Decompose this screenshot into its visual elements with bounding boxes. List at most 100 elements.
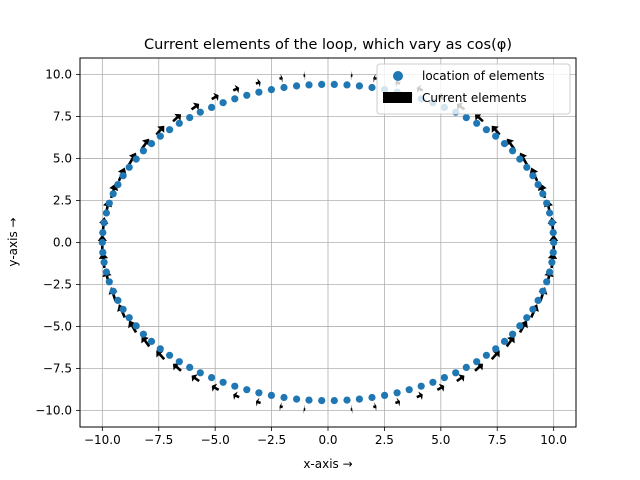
location-point <box>548 258 556 266</box>
current-arrow <box>303 404 306 415</box>
location-point <box>102 209 110 217</box>
y-tick-label: −7.5 <box>43 361 72 375</box>
location-point <box>114 296 122 304</box>
location-point <box>482 351 490 359</box>
location-point <box>500 337 509 345</box>
location-point <box>492 132 500 140</box>
current-arrow <box>232 84 240 94</box>
current-arrow <box>233 391 240 400</box>
location-point <box>243 386 251 394</box>
location-point <box>280 393 288 402</box>
location-point <box>330 397 338 405</box>
current-arrow <box>255 78 261 88</box>
current-arrow <box>279 73 283 83</box>
location-point <box>343 396 351 404</box>
y-tick-label: −10.0 <box>35 403 72 417</box>
location-point <box>393 389 401 397</box>
location-point <box>175 358 183 366</box>
location-point <box>219 378 227 386</box>
y-tick-label: 5.0 <box>53 152 72 166</box>
current-arrow <box>395 397 401 407</box>
current-arrow <box>506 138 516 150</box>
location-point <box>429 378 437 386</box>
location-point <box>534 181 542 189</box>
location-point <box>132 155 140 163</box>
legend-label-location: location of elements <box>422 69 545 83</box>
legend: location of elements Current elements <box>376 63 571 115</box>
location-point <box>114 181 122 189</box>
x-tick-label: 2.5 <box>375 433 394 447</box>
current-arrow <box>456 374 465 383</box>
current-arrow <box>303 70 306 81</box>
x-tick-label: −5.0 <box>201 433 230 447</box>
current-arrow <box>474 363 483 372</box>
location-point <box>381 391 389 399</box>
location-point <box>523 163 531 171</box>
location-point <box>125 314 133 322</box>
location-point <box>196 369 204 377</box>
current-arrow <box>190 102 200 111</box>
current-arrow <box>172 113 181 123</box>
location-point <box>231 95 239 103</box>
location-point <box>267 86 275 94</box>
current-arrow <box>156 350 166 361</box>
current-arrow <box>155 125 165 136</box>
location-point <box>355 82 363 90</box>
location-point <box>255 389 263 397</box>
y-axis-ticks: −10.0 −7.5 −5.0 −2.5 0.0 2.5 5.0 7.5 10.0 <box>35 68 80 417</box>
location-point <box>330 80 338 88</box>
y-axis-label: y-axis → <box>6 217 20 266</box>
location-point <box>147 140 156 148</box>
y-tick-label: −5.0 <box>43 319 72 333</box>
location-point <box>539 287 547 295</box>
current-arrow <box>173 363 182 372</box>
location-point <box>508 147 517 155</box>
location-point <box>132 322 140 330</box>
location-point <box>405 386 413 394</box>
location-point <box>105 199 113 207</box>
current-arrow <box>350 70 353 81</box>
location-point <box>99 229 107 237</box>
location-point <box>318 80 326 88</box>
current-arrow <box>505 335 515 348</box>
current-arrow <box>211 383 220 392</box>
x-axis-label: x-axis → <box>303 457 352 471</box>
location-point <box>186 363 194 371</box>
x-tick-label: −2.5 <box>257 433 286 447</box>
current-arrow <box>211 92 219 101</box>
x-tick-label: 0.0 <box>318 433 337 447</box>
location-point <box>139 147 147 155</box>
y-tick-label: 7.5 <box>53 110 72 124</box>
location-point <box>529 305 537 313</box>
location-point <box>534 296 542 304</box>
current-arrow <box>491 125 501 136</box>
location-point <box>119 172 127 180</box>
location-point <box>368 393 376 402</box>
location-point <box>543 199 551 207</box>
location-point <box>208 374 216 382</box>
location-point <box>318 397 326 405</box>
location-point <box>550 238 558 247</box>
legend-label-current: Current elements <box>422 91 527 105</box>
location-point <box>516 155 524 163</box>
location-point <box>549 248 557 256</box>
location-point <box>147 337 156 345</box>
location-point <box>196 108 204 116</box>
location-point <box>255 88 263 96</box>
current-arrow <box>255 397 261 407</box>
location-point <box>473 358 481 366</box>
location-point <box>267 391 275 399</box>
y-tick-label: 10.0 <box>45 68 72 82</box>
location-point <box>156 345 164 353</box>
current-arrow <box>191 374 200 383</box>
x-tick-label: −10.0 <box>84 433 121 447</box>
location-point <box>452 369 460 377</box>
x-tick-label: 5.0 <box>431 433 450 447</box>
current-arrow <box>373 402 377 412</box>
x-tick-label: 7.5 <box>488 433 507 447</box>
location-point <box>305 81 313 89</box>
current-arrow <box>128 152 137 166</box>
y-tick-label: 0.0 <box>53 236 72 250</box>
location-point <box>231 382 239 390</box>
location-point <box>166 351 174 359</box>
